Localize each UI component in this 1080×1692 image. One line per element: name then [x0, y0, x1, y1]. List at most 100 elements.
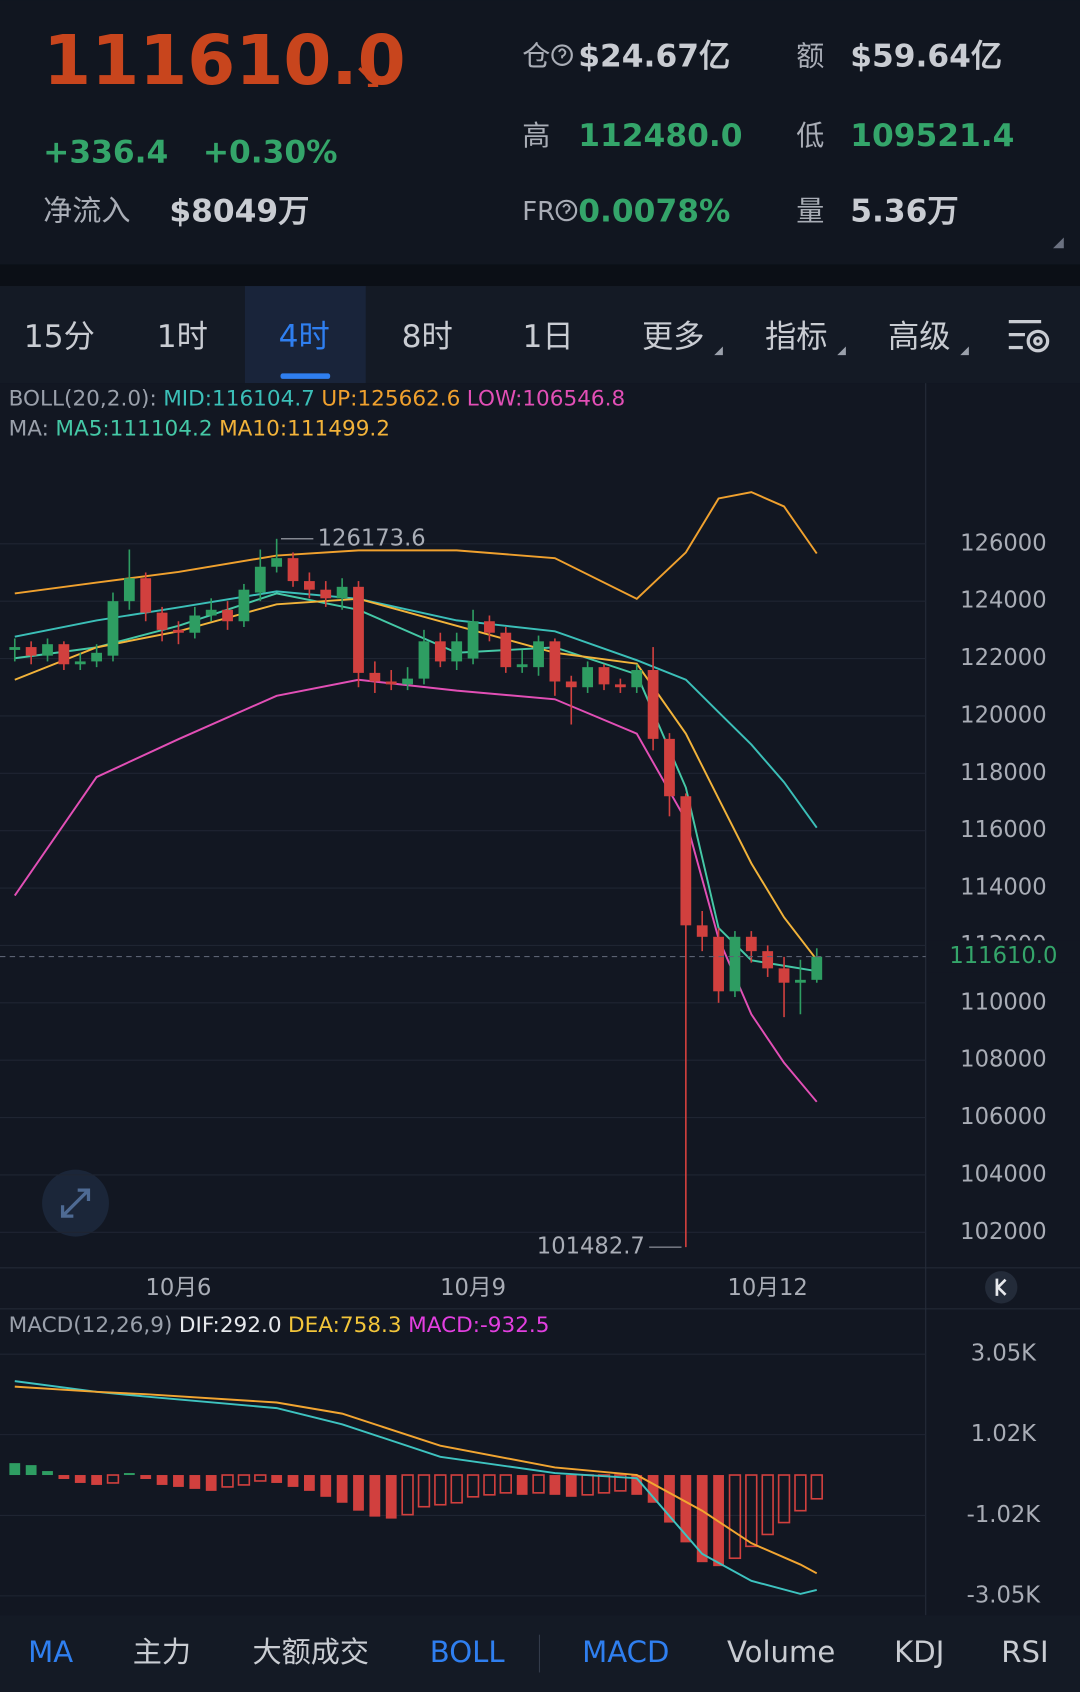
timeframe-tab[interactable]: 1日	[523, 319, 574, 355]
last-price-label: 111610.0	[949, 943, 1057, 969]
timeframe-tab[interactable]: 15分	[24, 319, 95, 355]
y-tick-label: 122000	[960, 645, 1046, 671]
macd-bar	[74, 1475, 86, 1483]
candle-body	[287, 558, 299, 582]
macd-bar	[173, 1475, 184, 1487]
stat-label: FR	[522, 197, 555, 227]
candle-body	[238, 589, 250, 622]
chart-bg	[0, 383, 1080, 1616]
indicator-tab[interactable]: MACD	[582, 1635, 669, 1669]
help-icon[interactable]	[555, 199, 578, 222]
legend-entry: MACD:-932.5	[408, 1313, 549, 1338]
y-tick-label: 3.05K	[971, 1341, 1037, 1367]
macd-bar	[761, 1474, 774, 1536]
legend-entry: MA10:111499.2	[219, 417, 390, 442]
indicator-tab[interactable]: Volume	[727, 1635, 835, 1669]
candle-body	[680, 796, 692, 926]
y-tick-label: 118000	[960, 760, 1046, 786]
date-label: 10月9	[440, 1275, 506, 1301]
candle-body	[271, 558, 283, 567]
trend-arrow	[358, 66, 379, 87]
indicator-tab[interactable]: KDJ	[894, 1635, 944, 1669]
macd-bar	[369, 1475, 381, 1517]
indicator-line	[14, 1380, 817, 1595]
timeframe-tab[interactable]: 1时	[157, 319, 208, 355]
y-tick-label: 108000	[960, 1047, 1046, 1073]
macd-bar	[631, 1475, 643, 1495]
indicator-tab[interactable]: RSI	[1001, 1635, 1048, 1669]
legend: BOLL(20,2.0): MID:116104.7 UP:125662.6 LOW:…	[9, 386, 626, 411]
candle-body	[91, 652, 103, 662]
timeframe-tab[interactable]: 更多	[642, 319, 705, 355]
legend-entry: LOW:106546.8	[467, 386, 625, 411]
low-annotation: 101482.7	[537, 1234, 645, 1260]
timeframe-tab[interactable]: 4时	[279, 319, 330, 355]
candle-body	[467, 621, 479, 659]
stat-label: 高	[522, 119, 550, 152]
macd-bar	[320, 1475, 332, 1497]
legend-entry: MID:116104.7	[163, 386, 315, 411]
macd-bar	[794, 1474, 807, 1512]
y-tick-label: -1.02K	[967, 1502, 1042, 1528]
candle-body	[369, 672, 381, 682]
candle-body	[156, 612, 168, 630]
indicator-tab[interactable]: 主力	[133, 1635, 191, 1669]
timeframe-tab[interactable]: 8时	[402, 319, 453, 355]
latest-button[interactable]	[985, 1271, 1018, 1304]
corner-marker	[1053, 237, 1064, 249]
legend-entry: MA5:111104.2	[55, 417, 212, 442]
candle-body	[729, 936, 741, 992]
macd-bar	[597, 1474, 611, 1494]
y-tick-label: -3.05K	[967, 1582, 1042, 1608]
candle-body	[549, 641, 561, 682]
stat-value: 112480.0	[578, 118, 742, 154]
candle-body	[762, 951, 774, 969]
macd-bar	[466, 1474, 480, 1498]
macd-bar	[336, 1475, 348, 1503]
legend-entry: MACD(12,26,9)	[9, 1313, 173, 1338]
macd-bar	[58, 1475, 70, 1479]
stat-label: 额	[796, 39, 824, 72]
candle-body	[795, 979, 806, 983]
inflow-label: 净流入	[43, 194, 130, 228]
candle-body	[451, 641, 463, 662]
macd-bar	[353, 1475, 364, 1511]
macd-bar	[123, 1473, 135, 1476]
inflow-value: $8049万	[169, 194, 309, 230]
macd-bar	[728, 1474, 742, 1560]
y-tick-label: 124000	[960, 588, 1046, 614]
y-tick-label: 120000	[960, 702, 1046, 728]
indicator-tab[interactable]: BOLL	[430, 1635, 506, 1669]
macd-bar	[221, 1474, 234, 1488]
macd-bar	[565, 1475, 577, 1497]
expand-button[interactable]	[42, 1169, 109, 1237]
indicator-tab[interactable]: MA	[28, 1635, 73, 1669]
y-tick-label: 106000	[960, 1104, 1046, 1130]
date-label: 10月6	[146, 1275, 212, 1301]
legend-entry: DEA:758.3	[288, 1313, 402, 1338]
indicator-tab[interactable]: 大额成交	[252, 1635, 368, 1669]
macd-bar	[254, 1474, 267, 1482]
separator	[0, 264, 1080, 287]
macd-bar	[417, 1474, 431, 1508]
macd-bar	[401, 1474, 414, 1516]
timeframe-tab[interactable]: 指标	[765, 319, 828, 355]
indicator-line	[14, 590, 818, 829]
macd-bar	[434, 1474, 447, 1506]
y-tick-label: 104000	[960, 1161, 1046, 1187]
help-icon[interactable]	[551, 44, 573, 66]
legend: MA: MA5:111104.2 MA10:111499.2	[9, 417, 390, 442]
settings-icon[interactable]	[1008, 320, 1050, 353]
candle-body	[647, 670, 659, 739]
timeframe-tab[interactable]: 高级	[888, 319, 951, 355]
stat-value: 109521.4	[850, 118, 1014, 154]
active-tab-underline	[280, 373, 331, 379]
stat-value: $24.67亿	[578, 38, 730, 74]
indicator-line	[14, 491, 818, 600]
candle-body	[189, 615, 201, 633]
candle-body	[222, 609, 233, 622]
macd-bar	[42, 1471, 53, 1476]
candle-body	[696, 925, 708, 937]
macd-bar	[205, 1475, 217, 1491]
